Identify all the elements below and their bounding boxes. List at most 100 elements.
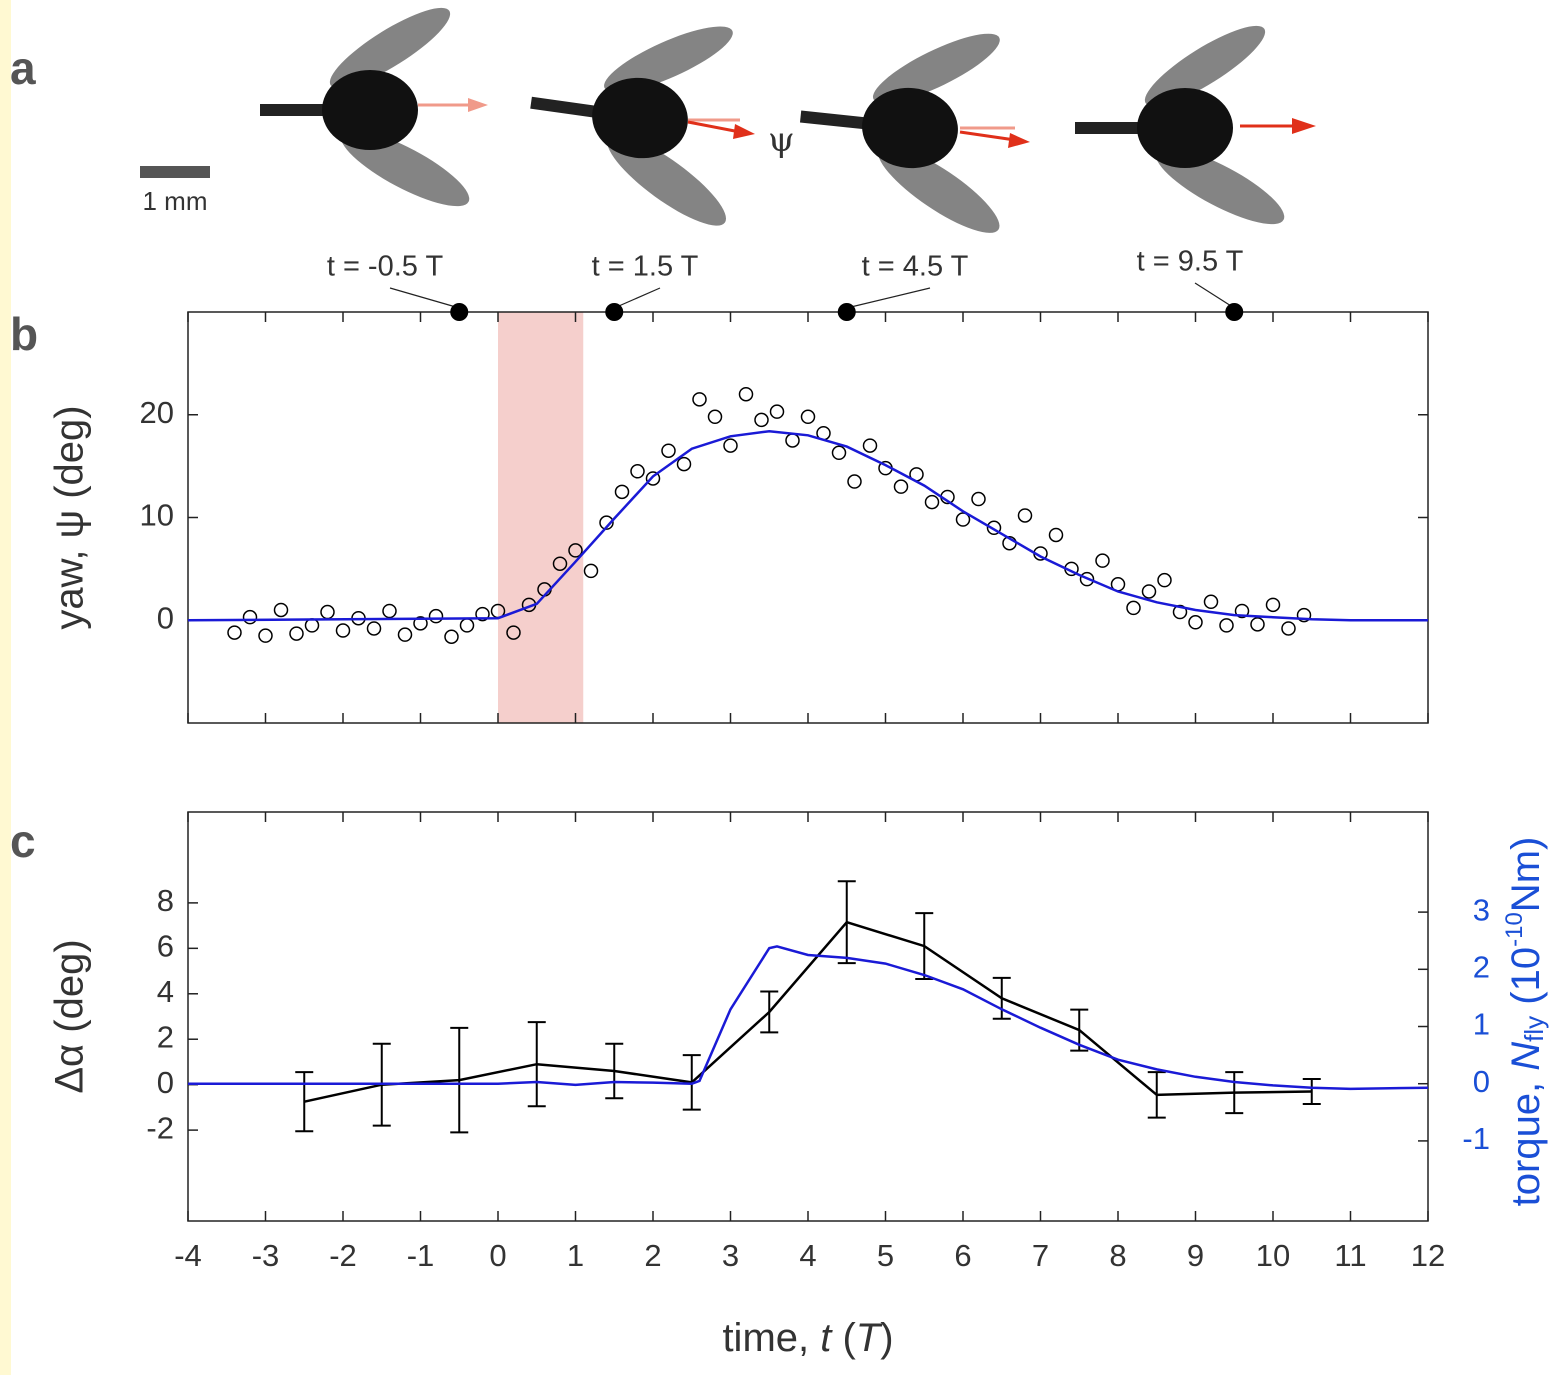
- error-bar: [760, 990, 779, 1034]
- y-tick-label: 2: [157, 1019, 174, 1054]
- axis-label-part: -10: [1501, 912, 1528, 947]
- x-tick-label: 2: [644, 1238, 661, 1273]
- x-tick-label: 9: [1187, 1238, 1204, 1273]
- x-tick-label: -2: [329, 1238, 357, 1273]
- x-tick-label: 3: [722, 1238, 739, 1273]
- data-point: [1188, 615, 1203, 630]
- data-point: [645, 471, 661, 486]
- x-axis-label: time, t (T): [722, 1316, 893, 1360]
- y-axis-label: yaw, ψ (deg): [48, 405, 92, 629]
- y-tick-label: 4: [157, 974, 174, 1009]
- y2-tick-label: 3: [1473, 892, 1490, 927]
- data-point: [661, 443, 676, 458]
- error-bar: [992, 976, 1011, 1020]
- error-bar: [450, 1026, 469, 1134]
- data-point: [1265, 597, 1281, 613]
- axis-label-part: N: [1504, 1042, 1548, 1071]
- series-line: [187, 429, 1428, 622]
- y-tick-label: 6: [157, 929, 174, 964]
- data-point: [320, 604, 335, 620]
- data-point: [754, 412, 769, 428]
- leader-line: [614, 287, 661, 309]
- axis-label-part: torque,: [1504, 1071, 1548, 1207]
- x-tick-label: 0: [489, 1238, 506, 1273]
- error-bar: [295, 1071, 314, 1133]
- y-axis-label: Δα (deg): [48, 939, 92, 1093]
- y-tick-label: 8: [157, 883, 174, 918]
- error-bar: [1302, 1077, 1321, 1105]
- axis-label-part: T: [856, 1316, 883, 1360]
- data-point: [707, 409, 723, 425]
- data-point: [227, 625, 242, 640]
- data-point: [242, 609, 258, 625]
- angle-label: ψ: [768, 120, 795, 160]
- error-bar: [605, 1042, 624, 1100]
- scale-bar-label: 1 mm: [143, 186, 208, 216]
- x-tick-label: 4: [799, 1238, 816, 1273]
- data-point: [413, 616, 428, 631]
- y-tick-label: 20: [140, 395, 174, 430]
- frame-label: t = 9.5 T: [1137, 246, 1244, 278]
- axis-label-part: fly: [1519, 1016, 1549, 1042]
- y2-tick-label: 0: [1473, 1064, 1490, 1099]
- frame-marker: [837, 303, 856, 321]
- data-point: [955, 512, 971, 527]
- data-point: [273, 602, 289, 618]
- y2-axis-label: torque, Nfly (10-10Nm): [1501, 837, 1549, 1207]
- data-point: [428, 608, 444, 624]
- fly-images: [140, 0, 1316, 249]
- data-point: [599, 515, 614, 530]
- data-point: [568, 543, 583, 558]
- data-point: [506, 625, 521, 640]
- frame-label: t = 1.5 T: [592, 251, 699, 283]
- data-point: [459, 618, 475, 633]
- axis-label-part: time,: [722, 1316, 820, 1360]
- data-point: [862, 438, 878, 453]
- x-tick-label: 6: [954, 1238, 971, 1273]
- axis-label-part: ): [880, 1316, 893, 1360]
- frame-marker: [605, 303, 624, 321]
- panel-label: c: [10, 815, 36, 867]
- series-line: [304, 920, 1312, 1103]
- data-point: [893, 479, 909, 494]
- leader-line: [846, 287, 931, 309]
- frame-marker: [450, 303, 469, 321]
- axis-label-part: (10: [1504, 947, 1548, 1016]
- error-bar: [837, 880, 856, 965]
- data-point: [1172, 604, 1188, 620]
- data-point: [738, 386, 754, 402]
- x-tick-label: -1: [407, 1238, 435, 1273]
- data-point: [1079, 571, 1095, 587]
- data-point: [1234, 603, 1250, 619]
- x-tick-label: 12: [1411, 1238, 1445, 1273]
- edge-strip: [0, 0, 11, 1375]
- data-point: [1281, 621, 1296, 636]
- y-tick-label: -2: [146, 1110, 174, 1145]
- axis-label-part: (: [831, 1316, 856, 1360]
- panel-label: a: [10, 42, 36, 94]
- data-point: [1157, 572, 1172, 588]
- leader-line: [389, 287, 460, 309]
- data-point: [769, 404, 785, 419]
- data-point: [986, 520, 1002, 536]
- data-point: [1250, 617, 1265, 632]
- data-point: [723, 438, 738, 453]
- data-point: [1141, 584, 1157, 599]
- data-point: [335, 623, 351, 638]
- series-line: [188, 945, 1429, 1091]
- data-point: [444, 629, 459, 644]
- error-bar: [915, 912, 934, 981]
- plot-frame: [187, 811, 1429, 1222]
- data-point: [382, 603, 397, 619]
- x-tick-label: -3: [252, 1238, 280, 1273]
- data-point: [475, 606, 490, 622]
- frame-label: t = -0.5 T: [327, 251, 444, 283]
- x-tick-label: 5: [877, 1238, 894, 1273]
- data-point: [800, 409, 816, 425]
- data-point: [1095, 553, 1110, 568]
- x-tick-label: 8: [1109, 1238, 1126, 1273]
- data-point: [304, 618, 320, 633]
- data-point: [1296, 607, 1312, 623]
- data-point: [1203, 594, 1219, 610]
